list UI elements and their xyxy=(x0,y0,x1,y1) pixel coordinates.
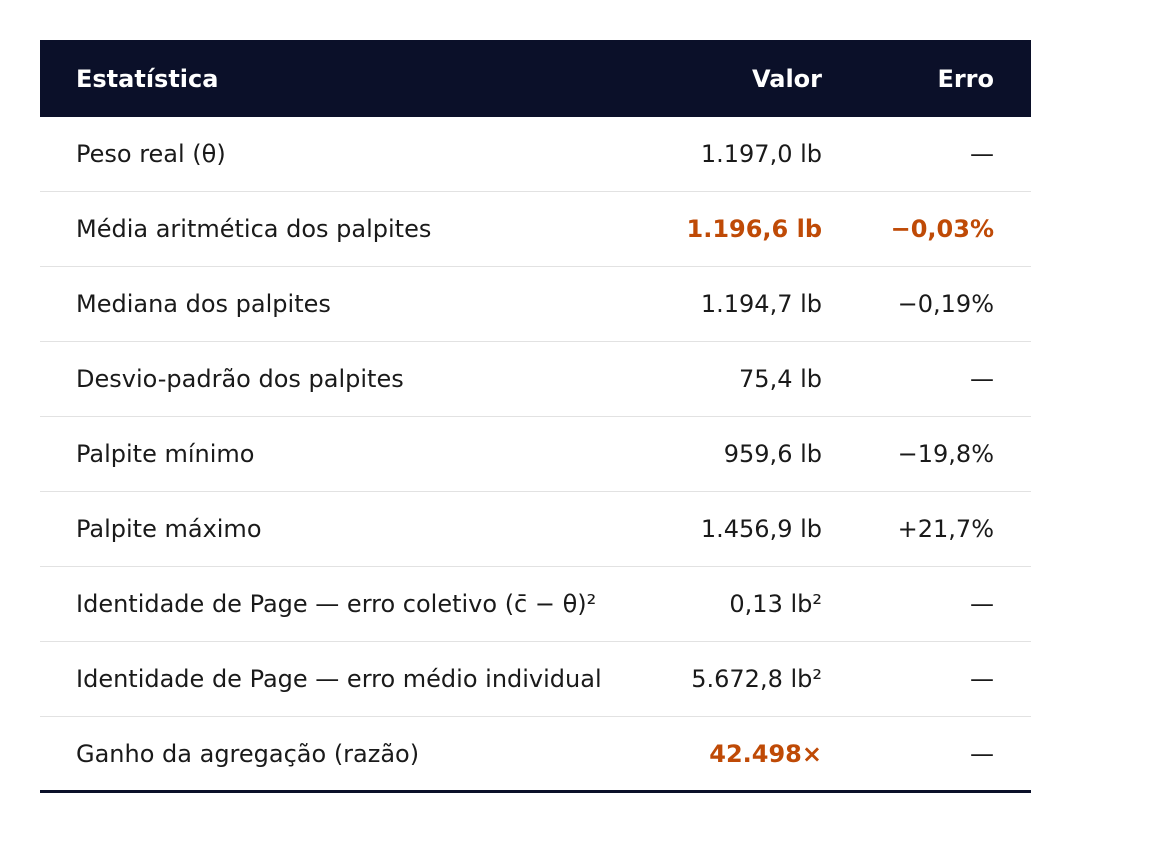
table-row: Média aritmética dos palpites 1.196,6 lb… xyxy=(40,192,1031,267)
row-error: −0,19% xyxy=(897,290,994,318)
table-row: Identidade de Page — erro coletivo (c̄ −… xyxy=(40,567,1031,642)
row-label: Desvio-padrão dos palpites xyxy=(76,365,404,393)
row-value: 1.456,9 lb xyxy=(700,515,822,543)
row-label: Peso real (θ) xyxy=(76,140,226,168)
row-error: — xyxy=(970,140,994,168)
header-error: Erro xyxy=(937,64,994,93)
header-value: Valor xyxy=(751,64,822,93)
row-error: +21,7% xyxy=(897,515,994,543)
row-label: Média aritmética dos palpites xyxy=(76,215,432,243)
table-row: Desvio-padrão dos palpites 75,4 lb — xyxy=(40,342,1031,417)
header-statistic: Estatística xyxy=(76,64,219,93)
row-error: −19,8% xyxy=(897,440,994,468)
table-row: Peso real (θ) 1.197,0 lb — xyxy=(40,117,1031,192)
table-header: Estatística Valor Erro xyxy=(40,40,1031,117)
row-label: Mediana dos palpites xyxy=(76,290,331,318)
row-value: 42.498× xyxy=(709,739,822,768)
row-value: 1.194,7 lb xyxy=(700,290,822,318)
row-error: −0,03% xyxy=(890,215,994,243)
row-value: 1.196,6 lb xyxy=(686,215,823,243)
row-error: — xyxy=(970,665,994,693)
row-value: 0,13 lb² xyxy=(729,590,822,618)
row-value: 1.197,0 lb xyxy=(700,140,822,168)
table-row: Mediana dos palpites 1.194,7 lb −0,19% xyxy=(40,267,1031,342)
statistics-table: Estatística Valor Erro Peso real (θ) 1.1… xyxy=(40,40,1031,793)
table-row: Ganho da agregação (razão) 42.498× — xyxy=(40,717,1031,793)
row-label: Palpite mínimo xyxy=(76,440,255,468)
row-value: 959,6 lb xyxy=(723,440,822,468)
row-value: 75,4 lb xyxy=(739,365,822,393)
row-label: Ganho da agregação (razão) xyxy=(76,739,420,768)
row-label: Palpite máximo xyxy=(76,515,262,543)
table-row: Identidade de Page — erro médio individu… xyxy=(40,642,1031,717)
row-error: — xyxy=(970,739,994,768)
table-row: Palpite máximo 1.456,9 lb +21,7% xyxy=(40,492,1031,567)
row-error: — xyxy=(970,590,994,618)
table-row: Palpite mínimo 959,6 lb −19,8% xyxy=(40,417,1031,492)
row-label: Identidade de Page — erro coletivo (c̄ −… xyxy=(76,590,597,618)
row-error: — xyxy=(970,365,994,393)
row-value: 5.672,8 lb² xyxy=(691,665,822,693)
row-label: Identidade de Page — erro médio individu… xyxy=(76,665,602,693)
